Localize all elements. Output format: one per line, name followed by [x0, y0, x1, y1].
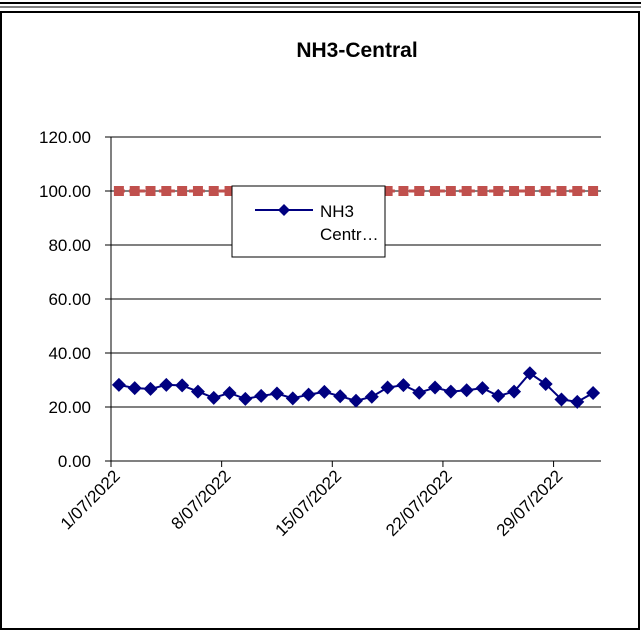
y-tick-label: 100.00 [39, 182, 91, 201]
nh3-point [238, 391, 253, 406]
limit-point [161, 186, 172, 196]
nh3-point [190, 384, 205, 399]
limit-point [588, 186, 599, 196]
legend-label-line2: Centr… [320, 225, 379, 244]
limit-point [129, 186, 140, 196]
nh3-point [491, 388, 506, 403]
limit-point [398, 186, 409, 196]
nh3-point [554, 392, 569, 407]
nh3-point [364, 389, 379, 404]
limit-point [382, 186, 393, 196]
legend-box [231, 185, 386, 258]
nh3-point [127, 381, 142, 396]
nh3-point [570, 394, 585, 409]
y-tick-label: 40.00 [48, 344, 91, 363]
limit-point [430, 186, 441, 196]
nh3-point [111, 377, 126, 392]
nh3-point [459, 383, 474, 398]
limit-point [524, 186, 535, 196]
legend: NH3 Centr… [231, 185, 386, 258]
nh3-point [349, 393, 363, 408]
y-tick-label: 120.00 [39, 128, 91, 147]
nh3-point [522, 366, 537, 381]
y-tick-label: 20.00 [48, 398, 91, 417]
nh3-point [538, 377, 553, 392]
nh3-point [428, 380, 443, 395]
chart-title: NH3-Central [296, 39, 417, 62]
nh3-point [586, 385, 601, 400]
nh3-point [254, 388, 269, 403]
limit-point [445, 186, 456, 196]
series-nh3-central [111, 366, 601, 409]
nh3-point [443, 384, 458, 399]
limit-point [192, 186, 203, 196]
chart-border [0, 11, 640, 630]
limit-point [414, 186, 425, 196]
y-tick-label: 0.00 [58, 452, 91, 471]
nh3-point [317, 384, 332, 399]
limit-point [461, 186, 472, 196]
nh3-point [159, 377, 174, 392]
limit-point [177, 186, 188, 196]
axes [110, 137, 601, 462]
y-axis-ticks: 0.00 20.00 40.00 60.00 80.00 100.00 120.00 [39, 128, 111, 471]
limit-point [556, 186, 567, 196]
limit-point [540, 186, 551, 196]
limit-point [208, 186, 219, 196]
nh3-point [175, 378, 190, 393]
nh3-point [333, 389, 348, 404]
limit-point [509, 186, 520, 196]
limit-point [224, 186, 235, 196]
nh3-point [475, 381, 490, 396]
nh3-point [380, 380, 395, 395]
nh3-point [301, 387, 316, 402]
limit-point [145, 186, 156, 196]
nh3-point [143, 381, 158, 396]
nh3-point [206, 390, 221, 405]
nh3-point [412, 385, 427, 400]
limit-point [493, 186, 504, 196]
y-tick-label: 80.00 [48, 236, 91, 255]
nh3-point [285, 391, 300, 406]
limit-point [572, 186, 583, 196]
nh3-point [507, 384, 522, 399]
legend-marker [278, 204, 290, 216]
nh3-point [222, 385, 237, 400]
legend-label-line1: NH3 [320, 202, 354, 221]
nh3-point [269, 386, 284, 401]
limit-point [113, 186, 124, 196]
y-tick-label: 60.00 [48, 290, 91, 309]
nh3-point [396, 378, 411, 393]
limit-point [477, 186, 488, 196]
